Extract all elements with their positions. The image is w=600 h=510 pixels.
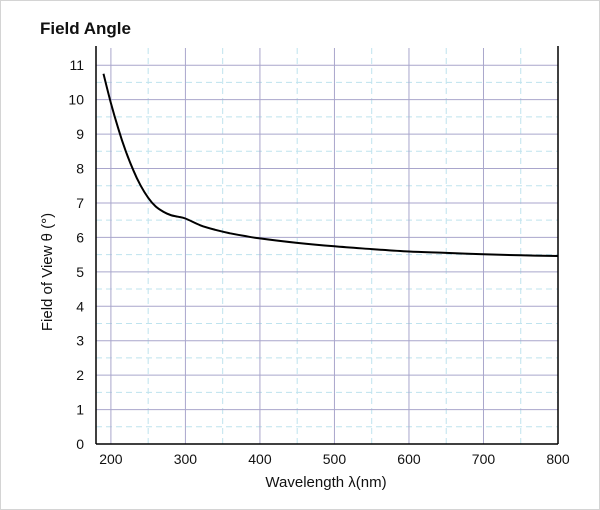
- x-tick-label: 700: [472, 451, 496, 467]
- y-tick-label: 7: [76, 195, 84, 211]
- x-tick-label: 500: [323, 451, 347, 467]
- y-tick-label: 1: [76, 402, 84, 418]
- y-tick-label: 9: [76, 126, 84, 142]
- y-tick-label: 6: [76, 229, 84, 245]
- major-grid: [96, 48, 559, 444]
- y-axis-label: Field of View θ (°): [39, 213, 56, 331]
- y-tick-labels: 0 1 2 3 4 5 6 7 8 9 10 11: [68, 57, 84, 452]
- x-tick-label: 300: [174, 451, 198, 467]
- y-tick-label: 2: [76, 367, 84, 383]
- y-tick-label: 0: [76, 436, 84, 452]
- x-tick-label: 200: [99, 451, 123, 467]
- chart-title: Field Angle: [40, 19, 131, 38]
- x-axis-label: Wavelength λ(nm): [265, 474, 386, 491]
- y-tick-label: 5: [76, 264, 84, 280]
- axes: [95, 46, 559, 445]
- y-tick-label: 8: [76, 161, 84, 177]
- y-tick-label: 11: [69, 57, 84, 73]
- y-tick-label: 4: [76, 298, 84, 314]
- x-tick-labels: 200 300 400 500 600 700 800: [99, 451, 570, 467]
- y-tick-label: 3: [76, 333, 84, 349]
- x-tick-label: 400: [248, 451, 272, 467]
- y-tick-label: 10: [68, 92, 84, 108]
- x-tick-label: 800: [546, 451, 570, 467]
- series-line: [102, 73, 559, 257]
- x-tick-label: 600: [397, 451, 421, 467]
